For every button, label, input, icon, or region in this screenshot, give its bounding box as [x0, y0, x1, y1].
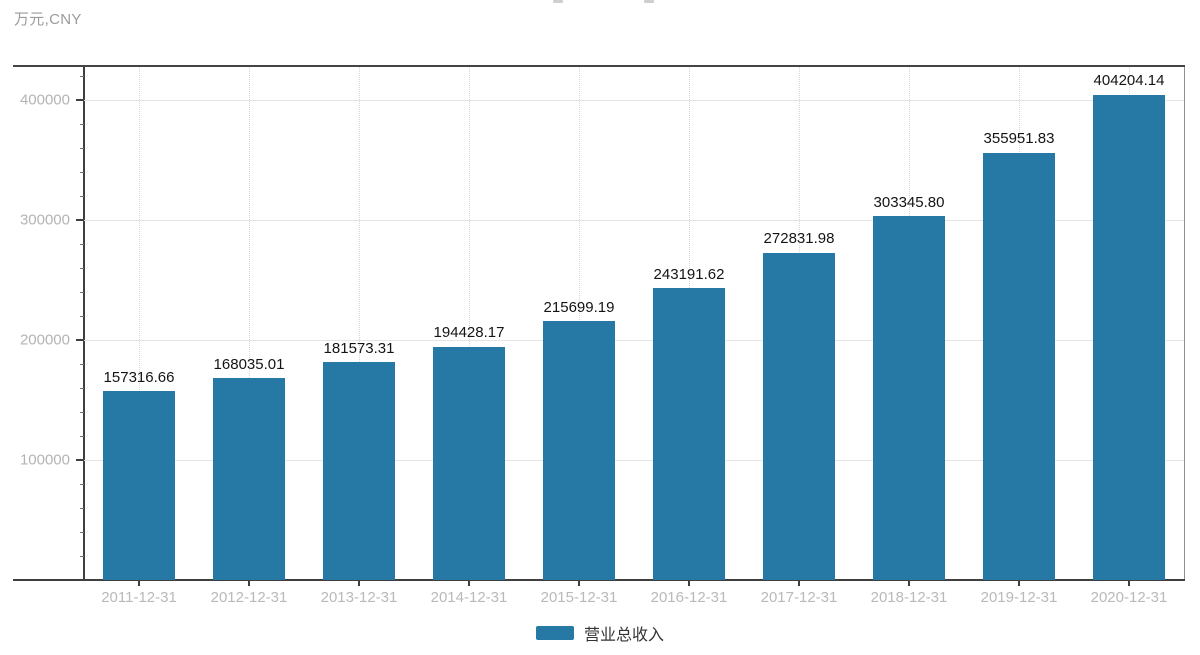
y-axis-major-tick [76, 339, 84, 341]
bar-value-label: 168035.01 [213, 355, 285, 373]
x-axis-label: 2017-12-31 [760, 589, 838, 606]
x-axis-tick [688, 580, 690, 586]
bar-value-label: 303345.80 [873, 193, 945, 211]
y-axis-minor-tick [80, 267, 84, 269]
y-axis-label: 400000 [19, 91, 70, 109]
bar[interactable] [543, 321, 615, 580]
plot-right-border [1183, 67, 1185, 580]
bar-value-label: 355951.83 [983, 130, 1055, 148]
x-axis-tick [798, 580, 800, 586]
y-axis-unit-label: 万元,CNY [14, 11, 82, 28]
x-axis-tick [908, 580, 910, 586]
v-gridline [359, 67, 360, 580]
y-axis-minor-tick [80, 387, 84, 389]
legend-item-revenue[interactable]: 营业总收入 [535, 621, 664, 645]
v-gridline [249, 67, 250, 580]
y-axis-label: 300000 [19, 211, 70, 229]
x-axis-tick [358, 580, 360, 586]
x-axis-label: 2016-12-31 [650, 589, 728, 606]
x-axis-label: 2013-12-31 [320, 589, 398, 606]
y-axis-minor-tick [80, 75, 84, 77]
y-axis-minor-tick [80, 411, 84, 413]
y-axis-line [83, 67, 85, 580]
y-axis-minor-tick [80, 507, 84, 509]
h-gridline [84, 460, 1184, 461]
x-axis-label: 2015-12-31 [540, 589, 618, 606]
bar[interactable] [653, 288, 725, 580]
bar[interactable] [433, 346, 505, 580]
x-axis-tick [248, 580, 250, 586]
y-axis-minor-tick [80, 147, 84, 149]
bar-value-label: 243191.62 [653, 265, 725, 283]
clipped-title-fragment [644, 0, 654, 3]
legend-swatch [535, 626, 574, 640]
legend-label: 营业总收入 [583, 627, 664, 644]
h-gridline [84, 340, 1184, 341]
y-axis-minor-tick [80, 315, 84, 317]
bar[interactable] [1093, 94, 1165, 580]
h-gridline [84, 220, 1184, 221]
bar-value-label: 181573.31 [323, 339, 395, 357]
x-axis-line [13, 579, 1185, 581]
x-axis-tick [1128, 580, 1130, 586]
bar-value-label: 194428.17 [433, 324, 505, 342]
x-axis-label: 2014-12-31 [430, 589, 508, 606]
y-axis-major-tick [76, 459, 84, 461]
y-axis-major-tick [76, 219, 84, 221]
y-axis-label: 200000 [19, 331, 70, 349]
x-axis-label: 2018-12-31 [870, 589, 948, 606]
plot-top-border [13, 65, 1185, 67]
y-axis-minor-tick [80, 291, 84, 293]
y-axis-minor-tick [80, 435, 84, 437]
y-axis-minor-tick [80, 531, 84, 533]
y-axis-minor-tick [80, 195, 84, 197]
bar[interactable] [763, 252, 835, 580]
x-axis-tick [138, 580, 140, 586]
x-axis-label: 2020-12-31 [1090, 589, 1168, 606]
bar-value-label: 404204.14 [1093, 72, 1165, 90]
y-axis-major-tick [76, 99, 84, 101]
x-axis-label: 2011-12-31 [101, 589, 177, 606]
bar[interactable] [873, 216, 945, 580]
x-axis-tick [1018, 580, 1020, 586]
bar-value-label: 215699.19 [543, 298, 615, 316]
bar-value-label: 272831.98 [763, 230, 835, 248]
bar-value-label: 157316.66 [103, 368, 175, 386]
v-gridline [469, 67, 470, 580]
x-axis-label: 2019-12-31 [980, 589, 1058, 606]
x-axis-tick [578, 580, 580, 586]
y-axis-minor-tick [80, 171, 84, 173]
bar[interactable] [983, 152, 1055, 580]
legend: 营业总收入 [0, 620, 1200, 646]
y-axis-minor-tick [80, 363, 84, 365]
bar[interactable] [213, 378, 285, 580]
plot-area: 157316.66 168035.01 181573.31 194428.17 2156… [84, 67, 1184, 580]
y-axis-label: 100000 [19, 451, 70, 469]
bar[interactable] [323, 362, 395, 580]
x-axis-label: 2012-12-31 [210, 589, 288, 606]
v-gridline [139, 67, 140, 580]
y-axis-minor-tick [80, 483, 84, 485]
clipped-title-fragment [553, 0, 563, 3]
x-axis-tick [468, 580, 470, 586]
h-gridline [84, 100, 1184, 101]
y-axis-minor-tick [80, 555, 84, 557]
y-axis-minor-tick [80, 243, 84, 245]
y-axis-minor-tick [80, 123, 84, 125]
bar[interactable] [103, 391, 175, 580]
